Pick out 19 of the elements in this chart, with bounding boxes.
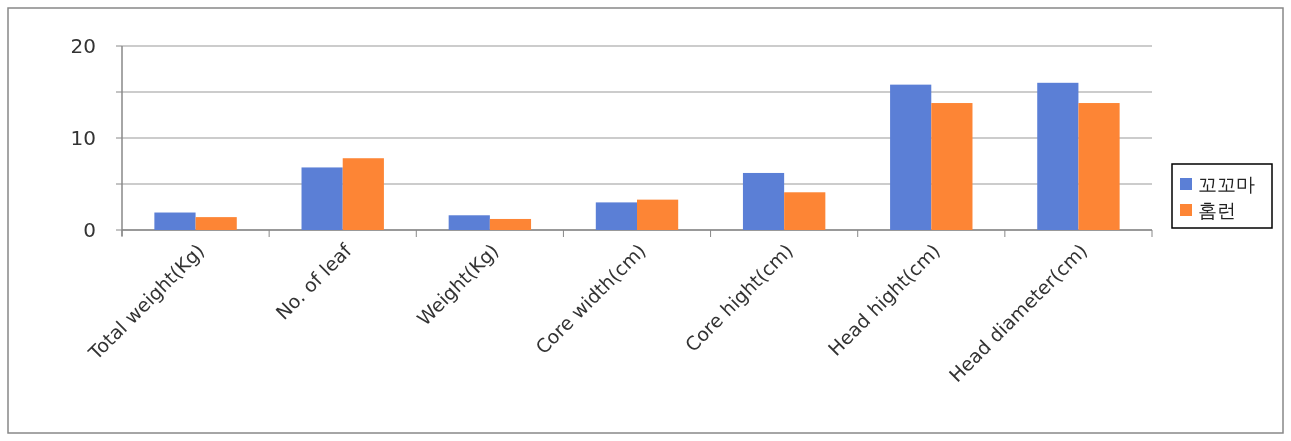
bar xyxy=(1037,82,1079,230)
y-tick-label: 20 xyxy=(70,34,96,58)
legend-label: 꼬꼬마 xyxy=(1198,173,1255,195)
bar xyxy=(637,199,679,230)
bar xyxy=(342,158,384,230)
y-tick-label: 10 xyxy=(70,126,96,150)
legend-label: 홈런 xyxy=(1198,199,1236,221)
bar xyxy=(154,212,196,230)
bar xyxy=(742,172,785,230)
bar xyxy=(301,167,343,230)
bar xyxy=(195,217,237,230)
bar xyxy=(931,103,973,230)
bar xyxy=(595,202,637,230)
bar xyxy=(1078,103,1120,230)
bar xyxy=(448,215,490,230)
bar xyxy=(890,84,932,230)
bar xyxy=(489,218,532,230)
y-tick-label: 0 xyxy=(83,218,96,242)
bar xyxy=(784,192,826,230)
